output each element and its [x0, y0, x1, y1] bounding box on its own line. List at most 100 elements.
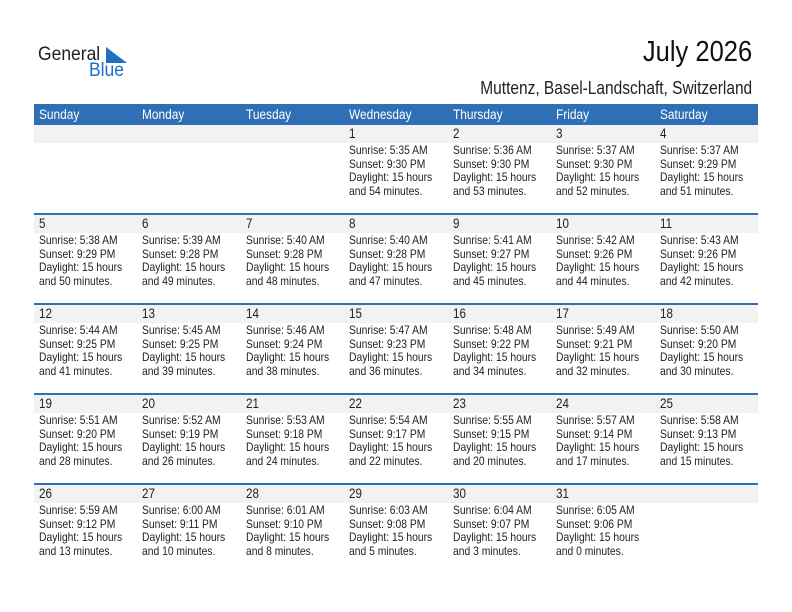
day-details: Sunrise: 5:51 AM Sunset: 9:20 PM Daylight:…: [39, 413, 137, 468]
day-number: 11: [660, 215, 758, 233]
daylight1-text: Daylight: 15 hours: [142, 530, 226, 544]
sunrise-text: Sunrise: 5:37 AM: [556, 143, 635, 157]
day-number-band: [34, 395, 758, 413]
weekday-saturday: Saturday: [655, 104, 758, 125]
sunset-text: Sunset: 9:10 PM: [245, 516, 323, 531]
daylight2-line: and 26 minutes.: [142, 454, 240, 469]
day-cell: 31 Sunrise: 6:05 AM Sunset: 9:06 PM Dayligh…: [551, 485, 654, 575]
day-number-text: 12: [39, 306, 52, 321]
daylight1-line: Daylight: 15 hours: [556, 440, 654, 455]
day-cell: 6 Sunrise: 5:39 AM Sunset: 9:28 PM Daylight…: [137, 215, 240, 305]
sunrise-text: Sunrise: 5:43 AM: [659, 233, 739, 247]
day-number-text: 8: [349, 216, 356, 231]
weekday-label: Tuesday: [245, 107, 291, 122]
weekday-wednesday: Wednesday: [344, 104, 447, 125]
sunset-line: Sunset: 9:07 PM: [452, 516, 551, 532]
daylight1-text: Daylight: 15 hours: [39, 530, 123, 544]
daylight1-text: Daylight: 15 hours: [349, 440, 433, 454]
day-number-text: 22: [349, 396, 363, 411]
day-cell: 29 Sunrise: 6:03 AM Sunset: 9:08 PM Dayligh…: [344, 485, 447, 575]
day-number: 28: [246, 485, 344, 503]
day-number-text: 19: [39, 396, 52, 411]
day-cell: 28 Sunrise: 6:01 AM Sunset: 9:10 PM Dayligh…: [241, 485, 344, 575]
daylight1-line: Daylight: 15 hours: [660, 440, 758, 455]
sunset-text: Sunset: 9:07 PM: [452, 516, 530, 531]
daylight2-text: and 24 minutes.: [245, 453, 320, 468]
daylight1-text: Daylight: 15 hours: [556, 350, 640, 364]
daylight2-text: and 47 minutes.: [349, 273, 423, 288]
daylight1-line: Daylight: 15 hours: [660, 350, 758, 365]
day-cell: 10 Sunrise: 5:42 AM Sunset: 9:26 PM Dayligh…: [551, 215, 654, 305]
sunset-line: Sunset: 9:30 PM: [349, 157, 447, 172]
day-number-text: 20: [142, 396, 156, 411]
day-details: Sunrise: 5:47 AM Sunset: 9:23 PM Daylight:…: [349, 323, 447, 378]
daylight1-text: Daylight: 15 hours: [39, 440, 123, 454]
sunrise-text: Sunrise: 5:53 AM: [245, 413, 325, 427]
day-number-text: 27: [142, 486, 156, 501]
sunrise-text: Sunrise: 5:36 AM: [452, 143, 532, 157]
daylight1-line: Daylight: 15 hours: [556, 350, 654, 365]
day-number-text: 11: [659, 216, 672, 231]
weekday-label: Saturday: [659, 107, 708, 122]
daylight1-line: Daylight: 15 hours: [453, 260, 551, 275]
sunset-text: Sunset: 9:30 PM: [452, 156, 530, 171]
daylight1-text: Daylight: 15 hours: [349, 170, 433, 184]
daylight2-text: and 54 minutes.: [349, 183, 423, 198]
sunset-text: Sunset: 9:17 PM: [349, 426, 426, 441]
sunrise-text: Sunrise: 5:54 AM: [349, 413, 428, 427]
daylight2-text: and 22 minutes.: [349, 453, 423, 468]
daylight1-text: Daylight: 15 hours: [556, 260, 640, 274]
sunrise-text: Sunrise: 6:03 AM: [349, 503, 428, 517]
daylight2-text: and 45 minutes.: [452, 273, 527, 288]
sunrise-text: Sunrise: 5:40 AM: [245, 233, 325, 247]
sunset-text: Sunset: 9:25 PM: [39, 336, 116, 351]
daylight1-text: Daylight: 15 hours: [659, 260, 743, 274]
sunrise-line: Sunrise: 5:47 AM: [349, 323, 447, 338]
daylight2-text: and 15 minutes.: [659, 453, 733, 468]
day-number: 20: [142, 395, 240, 413]
day-details: Sunrise: 5:57 AM Sunset: 9:14 PM Daylight:…: [556, 413, 654, 468]
weekday-thursday: Thursday: [448, 104, 551, 125]
daylight1-line: Daylight: 15 hours: [142, 350, 240, 365]
sunrise-line: Sunrise: 5:52 AM: [142, 413, 240, 428]
sunset-text: Sunset: 9:06 PM: [556, 516, 633, 531]
daylight1-text: Daylight: 15 hours: [142, 350, 226, 364]
sunrise-line: Sunrise: 6:05 AM: [556, 503, 654, 518]
sunrise-line: Sunrise: 5:38 AM: [39, 233, 137, 248]
day-number-text: 16: [452, 306, 466, 321]
sunrise-text: Sunrise: 5:37 AM: [659, 143, 739, 157]
day-cell: 8 Sunrise: 5:40 AM Sunset: 9:28 PM Daylight…: [344, 215, 447, 305]
day-cell: 15 Sunrise: 5:47 AM Sunset: 9:23 PM Dayligh…: [344, 305, 447, 395]
day-details: Sunrise: 5:38 AM Sunset: 9:29 PM Daylight:…: [39, 233, 137, 288]
sunset-text: Sunset: 9:29 PM: [39, 246, 116, 261]
day-details: Sunrise: 5:53 AM Sunset: 9:18 PM Daylight:…: [245, 413, 344, 468]
day-details: Sunrise: 5:39 AM Sunset: 9:28 PM Daylight:…: [142, 233, 240, 288]
day-cell: 12 Sunrise: 5:44 AM Sunset: 9:25 PM Dayligh…: [34, 305, 137, 395]
daylight2-text: and 52 minutes.: [556, 183, 630, 198]
day-number-text: 3: [556, 126, 563, 141]
day-number-band: [34, 215, 758, 233]
daylight2-line: and 51 minutes.: [660, 184, 758, 199]
sunrise-text: Sunrise: 6:00 AM: [142, 503, 222, 517]
day-number-text: 31: [556, 486, 570, 501]
week-row: 1 Sunrise: 5:35 AM Sunset: 9:30 PM Daylight…: [34, 125, 758, 215]
sunset-line: Sunset: 9:20 PM: [39, 427, 137, 442]
day-number-band: [34, 305, 758, 323]
daylight1-line: Daylight: 15 hours: [39, 440, 137, 455]
day-number-text: 17: [556, 306, 570, 321]
logo-text-general: General: [38, 44, 101, 65]
sunrise-line: Sunrise: 5:50 AM: [660, 323, 758, 338]
sunset-text: Sunset: 9:27 PM: [452, 246, 530, 261]
sunset-text: Sunset: 9:14 PM: [556, 426, 633, 441]
sunset-line: Sunset: 9:15 PM: [453, 427, 551, 442]
day-details: Sunrise: 5:41 AM Sunset: 9:27 PM Daylight:…: [452, 233, 551, 288]
daylight2-line: and 41 minutes.: [39, 364, 137, 379]
sunrise-line: Sunrise: 6:04 AM: [453, 503, 551, 518]
day-number: 7: [246, 215, 344, 233]
sunrise-text: Sunrise: 5:57 AM: [556, 413, 635, 427]
sunset-line: Sunset: 9:23 PM: [349, 337, 447, 352]
sunset-line: Sunset: 9:22 PM: [453, 337, 551, 352]
day-number: 3: [556, 125, 654, 143]
sunrise-line: Sunrise: 5:49 AM: [556, 323, 654, 338]
daylight2-text: and 28 minutes.: [39, 453, 113, 468]
